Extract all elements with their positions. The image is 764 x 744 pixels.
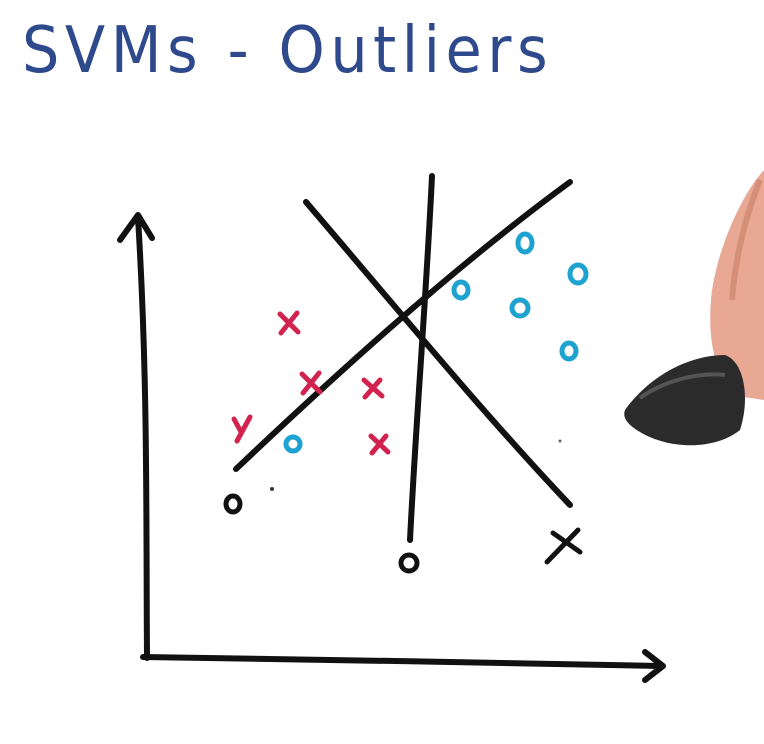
y-axis-arrowhead bbox=[117, 212, 155, 243]
boundary-line-diagonal-down bbox=[303, 199, 573, 508]
page-title: SVMs - Outliers bbox=[22, 14, 554, 88]
outlier-o-mark-icon bbox=[398, 552, 420, 574]
hand-holding-marker bbox=[624, 170, 764, 446]
y-axis bbox=[135, 215, 150, 661]
o-mark-icon bbox=[509, 297, 531, 319]
outlier-o-mark-icon bbox=[223, 493, 243, 515]
boundary-line-vertical bbox=[407, 173, 435, 543]
x-mark-icon bbox=[277, 310, 301, 336]
x-mark-icon bbox=[368, 433, 391, 456]
o-mark-icon bbox=[567, 262, 589, 286]
boundary-line-diagonal-up bbox=[233, 179, 573, 472]
o-mark-icon bbox=[559, 340, 579, 362]
o-mark-icon bbox=[451, 279, 471, 301]
x-axis-arrowhead bbox=[642, 649, 666, 683]
x-mark-icon bbox=[231, 414, 253, 444]
x-mark-icon bbox=[299, 370, 323, 396]
o-mark-icon bbox=[283, 434, 303, 454]
outlier-x-mark-icon bbox=[544, 527, 583, 565]
o-mark-icon bbox=[515, 231, 535, 255]
x-axis bbox=[140, 654, 663, 669]
x-mark-icon bbox=[361, 377, 385, 400]
